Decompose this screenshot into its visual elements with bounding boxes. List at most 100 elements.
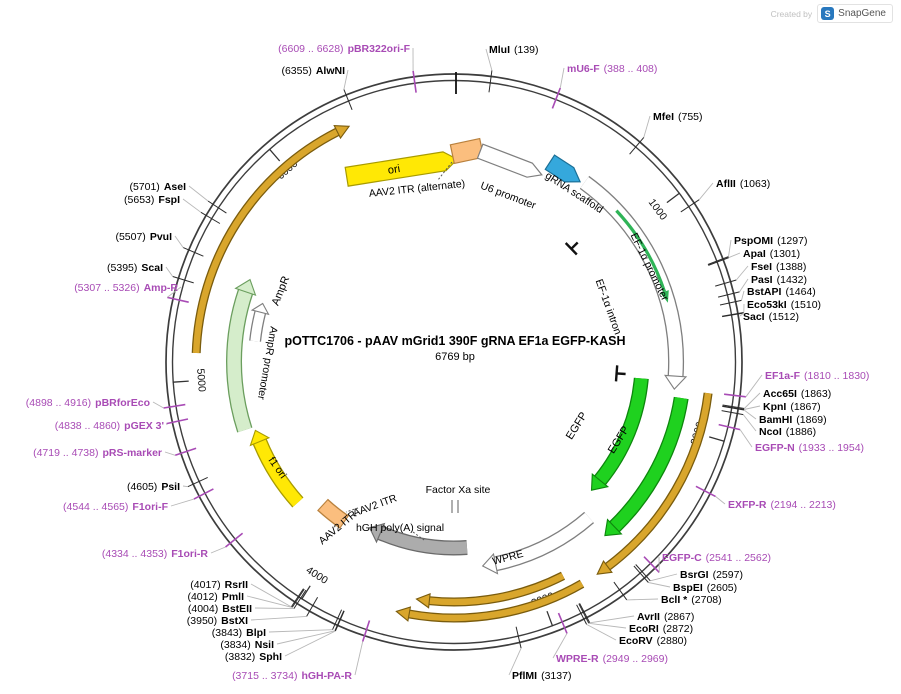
site-label-pgex-3[interactable]: (4838 .. 4860) pGEX 3' [55,420,164,432]
feature-gold-bottom-outer-arrowhead[interactable] [395,606,412,622]
feature-label-ori[interactable]: ori [387,163,401,177]
site-label-mu6-f[interactable]: mU6-F (388 .. 408) [567,63,657,75]
site-label-egfp-c[interactable]: EGFP-C (2541 .. 2562) [662,552,771,564]
feature-egfp-outer-arrowhead[interactable] [604,518,623,537]
feature-u6-promoter[interactable] [476,143,545,182]
site-label-saci[interactable]: SacI (1512) [743,311,799,323]
site-label-bamhi[interactable]: BamHI (1869) [759,414,827,426]
scale-label-1000: 1000 [646,197,670,223]
feature-gold-upper-left-arrowhead[interactable] [333,125,351,140]
feature-egfp-inner[interactable] [595,377,648,485]
feature-ori[interactable] [344,150,459,187]
site-label-asei[interactable]: (5701) AseI [129,181,186,193]
site-label-f1ori-f[interactable]: (4544 .. 4565) F1ori-F [63,501,169,513]
site-label-rsrii[interactable]: (4017) RsrII [190,579,248,591]
feature-gold-right[interactable] [605,392,712,570]
site-label-pbrforeco[interactable]: (4898 .. 4916) pBRforEco [26,397,150,409]
site-tick-pvui [183,247,204,257]
feature-egfp-outer[interactable] [610,397,688,532]
site-label-nsii[interactable]: (3834) NsiI [220,639,274,651]
feature-ampr[interactable] [227,289,252,433]
site-label-prs-marker[interactable]: (4719 .. 4738) pRS-marker [33,447,162,459]
feature-ampr-promoter-arrowhead[interactable] [250,302,270,316]
plasmid-backbone-inner-ring [171,79,737,645]
site-leader-ecorv [586,624,617,641]
feature-label-egfp[interactable]: EGFP [564,410,590,442]
site-tick-pbrforeco [163,403,186,409]
feature-gold-bottom-inner[interactable] [428,572,565,606]
site-label-bstapi[interactable]: BstAPI (1464) [747,286,816,298]
site-label-apai[interactable]: ApaI (1301) [743,248,800,260]
feature-ampr-promoter[interactable] [250,311,265,342]
site-label-pbr322ori-f[interactable]: (6609 .. 6628) pBR322ori-F [278,43,410,55]
site-tick-pasi [717,291,740,298]
site-label-hgh-pa-r[interactable]: (3715 .. 3734) hGH-PA-R [232,670,352,682]
site-leader-bsteii [254,607,294,610]
feature-ef1a-core-line[interactable] [615,209,667,293]
site-label-ecori[interactable]: EcoRI (2872) [629,623,693,635]
site-label-sphi[interactable]: (3832) SphI [225,651,282,663]
site-label-pflmi[interactable]: PflMI (3137) [512,670,571,682]
site-label-bsteii[interactable]: (4004) BstEII [188,603,252,615]
site-label-alwni[interactable]: (6355) AlwNI [281,65,345,77]
feature-label-aav2-itr[interactable]: AAV2 ITR [351,492,399,519]
feature-gold-upper-left[interactable] [193,129,339,354]
feature-label-hgh-poly-a-signal[interactable]: hGH poly(A) signal [356,522,444,534]
site-label-pvui[interactable]: (5507) PvuI [115,231,172,243]
site-label-bcli[interactable]: BclI * (2708) [661,594,722,606]
feature-hgh-polya-arrowhead[interactable] [368,522,386,544]
site-label-acc65i[interactable]: Acc65I (1863) [763,388,831,400]
site-label-fsei[interactable]: FseI (1388) [751,261,806,273]
site-label-f1ori-r[interactable]: (4334 .. 4353) F1ori-R [102,548,209,560]
site-label-bspei[interactable]: BspEI (2605) [673,582,737,594]
site-label-mfei[interactable]: MfeI (755) [653,111,703,123]
feature-gold-bottom-inner-arrowhead[interactable] [415,592,431,609]
site-tick-wpre-r [557,612,568,634]
feature-ef1a-core-arrowhead[interactable] [660,290,669,303]
feature-aav2-itr-alternate[interactable] [449,137,485,165]
site-label-wpre-r[interactable]: WPRE-R (2949 .. 2969) [556,653,668,665]
feature-gold-upper-left-outline[interactable] [191,127,340,354]
feature-label-factor-xa-site[interactable]: Factor Xa site [426,484,491,496]
feature-gold-bottom-outer[interactable] [408,580,584,622]
site-label-blpi[interactable]: (3843) BlpI [212,627,266,639]
feature-label-ef-1-intron[interactable]: EF-1α intron [593,278,624,337]
site-label-bsrgi[interactable]: BsrGI (2597) [680,569,743,581]
site-label-ecorv[interactable]: EcoRV (2880) [619,635,687,647]
feature-egfp-inner-arrowhead[interactable] [590,472,610,491]
site-label-pspomi[interactable]: PspOMI (1297) [734,235,807,247]
feature-f1-ori[interactable] [253,439,303,507]
feature-hgh-polya[interactable] [377,527,468,555]
site-label-exfp-r[interactable]: EXFP-R (2194 .. 2213) [728,499,836,511]
site-label-fspi[interactable]: (5653) FspI [124,194,180,206]
feature-f1-ori-arrowhead[interactable] [249,429,271,447]
site-label-scai[interactable]: (5395) ScaI [107,262,163,274]
feature-ef1a-promoter-arrowhead[interactable] [664,374,688,390]
scale-label-5000: 5000 [194,368,208,392]
feature-wpre-arrowhead[interactable] [481,552,499,575]
feature-wpre[interactable] [494,512,594,570]
site-leader-sphi [284,630,336,657]
site-leader-bamhi [743,409,757,420]
site-label-pmli[interactable]: (4012) PmlI [187,591,244,603]
site-label-pasi[interactable]: PasI (1432) [751,274,807,286]
site-label-amp-r[interactable]: (5307 .. 5326) Amp-R [74,282,178,294]
feature-gold-right-arrowhead[interactable] [596,560,613,575]
site-label-mlui[interactable]: MluI (139) [489,44,539,56]
site-label-kpni[interactable]: KpnI (1867) [763,401,821,413]
site-label-ef1a-f[interactable]: EF1a-F (1810 .. 1830) [765,370,869,382]
site-label-aflii[interactable]: AflII (1063) [716,178,770,190]
site-label-psii[interactable]: (4605) PsiI [127,481,180,493]
site-label-bstxi[interactable]: (3950) BstXI [187,615,248,627]
feature-grna-scaffold[interactable] [544,154,584,189]
feature-ampr-arrowhead[interactable] [234,278,257,296]
feature-label-u6-promoter[interactable]: U6 promoter [479,180,538,212]
site-label-avrii[interactable]: AvrII (2867) [637,611,694,623]
site-tick-bsteii [293,589,307,609]
site-tick-ecorv [576,604,588,625]
site-label-eco53ki[interactable]: Eco53kI (1510) [747,299,821,311]
site-leader-fspi [182,198,202,213]
feature-label-ampr[interactable]: AmpR [270,274,293,307]
site-label-egfp-n[interactable]: EGFP-N (1933 .. 1954) [755,442,864,454]
site-label-ncoi[interactable]: NcoI (1886) [759,426,816,438]
